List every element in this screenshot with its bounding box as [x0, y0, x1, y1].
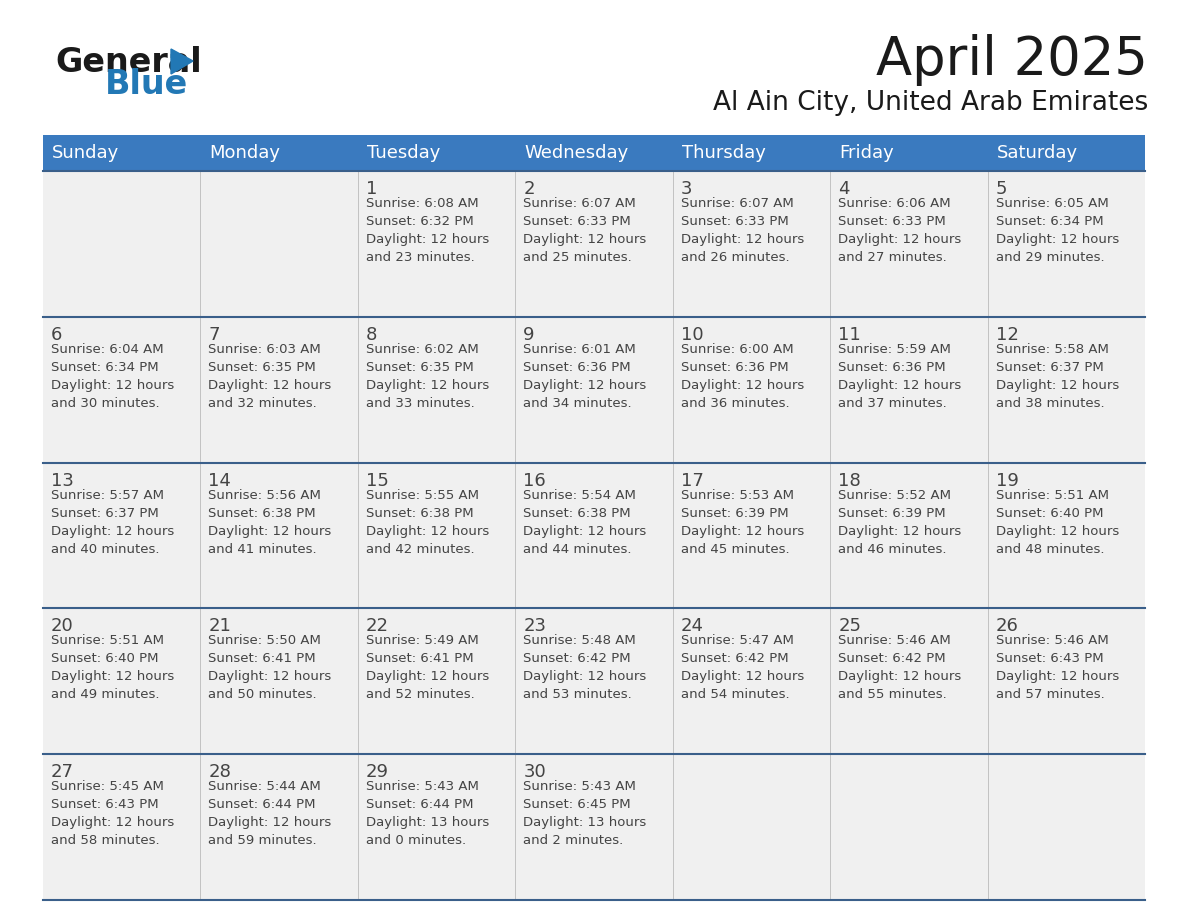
- Text: Sunrise: 5:55 AM
Sunset: 6:38 PM
Daylight: 12 hours
and 42 minutes.: Sunrise: 5:55 AM Sunset: 6:38 PM Dayligh…: [366, 488, 489, 555]
- Text: 24: 24: [681, 618, 703, 635]
- Text: 3: 3: [681, 180, 693, 198]
- Polygon shape: [171, 49, 192, 74]
- Text: Sunrise: 5:51 AM
Sunset: 6:40 PM
Daylight: 12 hours
and 49 minutes.: Sunrise: 5:51 AM Sunset: 6:40 PM Dayligh…: [51, 634, 175, 701]
- Text: 18: 18: [839, 472, 861, 489]
- Text: Sunrise: 5:49 AM
Sunset: 6:41 PM
Daylight: 12 hours
and 52 minutes.: Sunrise: 5:49 AM Sunset: 6:41 PM Dayligh…: [366, 634, 489, 701]
- Text: Sunrise: 5:48 AM
Sunset: 6:42 PM
Daylight: 12 hours
and 53 minutes.: Sunrise: 5:48 AM Sunset: 6:42 PM Dayligh…: [523, 634, 646, 701]
- Text: Sunday: Sunday: [52, 144, 119, 162]
- Text: Sunrise: 6:02 AM
Sunset: 6:35 PM
Daylight: 12 hours
and 33 minutes.: Sunrise: 6:02 AM Sunset: 6:35 PM Dayligh…: [366, 342, 489, 409]
- Text: 2: 2: [523, 180, 535, 198]
- Text: Sunrise: 5:46 AM
Sunset: 6:42 PM
Daylight: 12 hours
and 55 minutes.: Sunrise: 5:46 AM Sunset: 6:42 PM Dayligh…: [839, 634, 961, 701]
- Text: Sunrise: 5:46 AM
Sunset: 6:43 PM
Daylight: 12 hours
and 57 minutes.: Sunrise: 5:46 AM Sunset: 6:43 PM Dayligh…: [996, 634, 1119, 701]
- Text: Sunrise: 6:05 AM
Sunset: 6:34 PM
Daylight: 12 hours
and 29 minutes.: Sunrise: 6:05 AM Sunset: 6:34 PM Dayligh…: [996, 197, 1119, 264]
- Text: 14: 14: [208, 472, 232, 489]
- Bar: [43, 171, 1145, 317]
- Bar: [43, 609, 1145, 755]
- Text: 8: 8: [366, 326, 378, 344]
- Text: 28: 28: [208, 763, 232, 781]
- Text: 25: 25: [839, 618, 861, 635]
- Text: Sunrise: 5:43 AM
Sunset: 6:45 PM
Daylight: 13 hours
and 2 minutes.: Sunrise: 5:43 AM Sunset: 6:45 PM Dayligh…: [523, 780, 646, 847]
- Text: 12: 12: [996, 326, 1018, 344]
- Text: Wednesday: Wednesday: [524, 144, 628, 162]
- Text: Saturday: Saturday: [997, 144, 1078, 162]
- Text: Sunrise: 5:54 AM
Sunset: 6:38 PM
Daylight: 12 hours
and 44 minutes.: Sunrise: 5:54 AM Sunset: 6:38 PM Dayligh…: [523, 488, 646, 555]
- Text: 20: 20: [51, 618, 74, 635]
- Text: 19: 19: [996, 472, 1018, 489]
- Text: 13: 13: [51, 472, 74, 489]
- Text: Sunrise: 6:00 AM
Sunset: 6:36 PM
Daylight: 12 hours
and 36 minutes.: Sunrise: 6:00 AM Sunset: 6:36 PM Dayligh…: [681, 342, 804, 409]
- Text: Sunrise: 5:50 AM
Sunset: 6:41 PM
Daylight: 12 hours
and 50 minutes.: Sunrise: 5:50 AM Sunset: 6:41 PM Dayligh…: [208, 634, 331, 701]
- Text: Sunrise: 5:52 AM
Sunset: 6:39 PM
Daylight: 12 hours
and 46 minutes.: Sunrise: 5:52 AM Sunset: 6:39 PM Dayligh…: [839, 488, 961, 555]
- Text: Monday: Monday: [209, 144, 280, 162]
- Text: Sunrise: 6:06 AM
Sunset: 6:33 PM
Daylight: 12 hours
and 27 minutes.: Sunrise: 6:06 AM Sunset: 6:33 PM Dayligh…: [839, 197, 961, 264]
- Text: Sunrise: 5:51 AM
Sunset: 6:40 PM
Daylight: 12 hours
and 48 minutes.: Sunrise: 5:51 AM Sunset: 6:40 PM Dayligh…: [996, 488, 1119, 555]
- Text: 30: 30: [523, 763, 546, 781]
- Text: Sunrise: 6:01 AM
Sunset: 6:36 PM
Daylight: 12 hours
and 34 minutes.: Sunrise: 6:01 AM Sunset: 6:36 PM Dayligh…: [523, 342, 646, 409]
- Bar: [43, 317, 1145, 463]
- Text: 16: 16: [523, 472, 546, 489]
- Text: 29: 29: [366, 763, 388, 781]
- Text: Sunrise: 5:53 AM
Sunset: 6:39 PM
Daylight: 12 hours
and 45 minutes.: Sunrise: 5:53 AM Sunset: 6:39 PM Dayligh…: [681, 488, 804, 555]
- Text: 17: 17: [681, 472, 703, 489]
- Text: 1: 1: [366, 180, 378, 198]
- Text: 7: 7: [208, 326, 220, 344]
- Text: 26: 26: [996, 618, 1018, 635]
- Text: 15: 15: [366, 472, 388, 489]
- Text: Sunrise: 5:45 AM
Sunset: 6:43 PM
Daylight: 12 hours
and 58 minutes.: Sunrise: 5:45 AM Sunset: 6:43 PM Dayligh…: [51, 780, 175, 847]
- Text: Sunrise: 5:59 AM
Sunset: 6:36 PM
Daylight: 12 hours
and 37 minutes.: Sunrise: 5:59 AM Sunset: 6:36 PM Dayligh…: [839, 342, 961, 409]
- Text: Sunrise: 5:58 AM
Sunset: 6:37 PM
Daylight: 12 hours
and 38 minutes.: Sunrise: 5:58 AM Sunset: 6:37 PM Dayligh…: [996, 342, 1119, 409]
- Text: 23: 23: [523, 618, 546, 635]
- Text: 22: 22: [366, 618, 388, 635]
- Text: 11: 11: [839, 326, 861, 344]
- Bar: [43, 755, 1145, 900]
- Text: 9: 9: [523, 326, 535, 344]
- Text: Sunrise: 6:07 AM
Sunset: 6:33 PM
Daylight: 12 hours
and 26 minutes.: Sunrise: 6:07 AM Sunset: 6:33 PM Dayligh…: [681, 197, 804, 264]
- Text: Blue: Blue: [105, 69, 188, 102]
- Text: Sunrise: 5:57 AM
Sunset: 6:37 PM
Daylight: 12 hours
and 40 minutes.: Sunrise: 5:57 AM Sunset: 6:37 PM Dayligh…: [51, 488, 175, 555]
- Text: Sunrise: 5:47 AM
Sunset: 6:42 PM
Daylight: 12 hours
and 54 minutes.: Sunrise: 5:47 AM Sunset: 6:42 PM Dayligh…: [681, 634, 804, 701]
- Text: 21: 21: [208, 618, 232, 635]
- Text: 5: 5: [996, 180, 1007, 198]
- Text: General: General: [55, 47, 202, 80]
- Text: 6: 6: [51, 326, 63, 344]
- Text: Sunrise: 6:03 AM
Sunset: 6:35 PM
Daylight: 12 hours
and 32 minutes.: Sunrise: 6:03 AM Sunset: 6:35 PM Dayligh…: [208, 342, 331, 409]
- Text: Tuesday: Tuesday: [367, 144, 441, 162]
- Bar: [43, 463, 1145, 609]
- Text: Sunrise: 6:04 AM
Sunset: 6:34 PM
Daylight: 12 hours
and 30 minutes.: Sunrise: 6:04 AM Sunset: 6:34 PM Dayligh…: [51, 342, 175, 409]
- Text: 27: 27: [51, 763, 74, 781]
- Text: Sunrise: 5:44 AM
Sunset: 6:44 PM
Daylight: 12 hours
and 59 minutes.: Sunrise: 5:44 AM Sunset: 6:44 PM Dayligh…: [208, 780, 331, 847]
- Text: Sunrise: 5:43 AM
Sunset: 6:44 PM
Daylight: 13 hours
and 0 minutes.: Sunrise: 5:43 AM Sunset: 6:44 PM Dayligh…: [366, 780, 489, 847]
- Text: April 2025: April 2025: [876, 34, 1148, 86]
- Text: 10: 10: [681, 326, 703, 344]
- Text: 4: 4: [839, 180, 849, 198]
- Text: Thursday: Thursday: [682, 144, 765, 162]
- Text: Al Ain City, United Arab Emirates: Al Ain City, United Arab Emirates: [713, 90, 1148, 116]
- Bar: [43, 135, 1145, 171]
- Text: Sunrise: 6:08 AM
Sunset: 6:32 PM
Daylight: 12 hours
and 23 minutes.: Sunrise: 6:08 AM Sunset: 6:32 PM Dayligh…: [366, 197, 489, 264]
- Text: Sunrise: 6:07 AM
Sunset: 6:33 PM
Daylight: 12 hours
and 25 minutes.: Sunrise: 6:07 AM Sunset: 6:33 PM Dayligh…: [523, 197, 646, 264]
- Text: Friday: Friday: [839, 144, 893, 162]
- Text: Sunrise: 5:56 AM
Sunset: 6:38 PM
Daylight: 12 hours
and 41 minutes.: Sunrise: 5:56 AM Sunset: 6:38 PM Dayligh…: [208, 488, 331, 555]
